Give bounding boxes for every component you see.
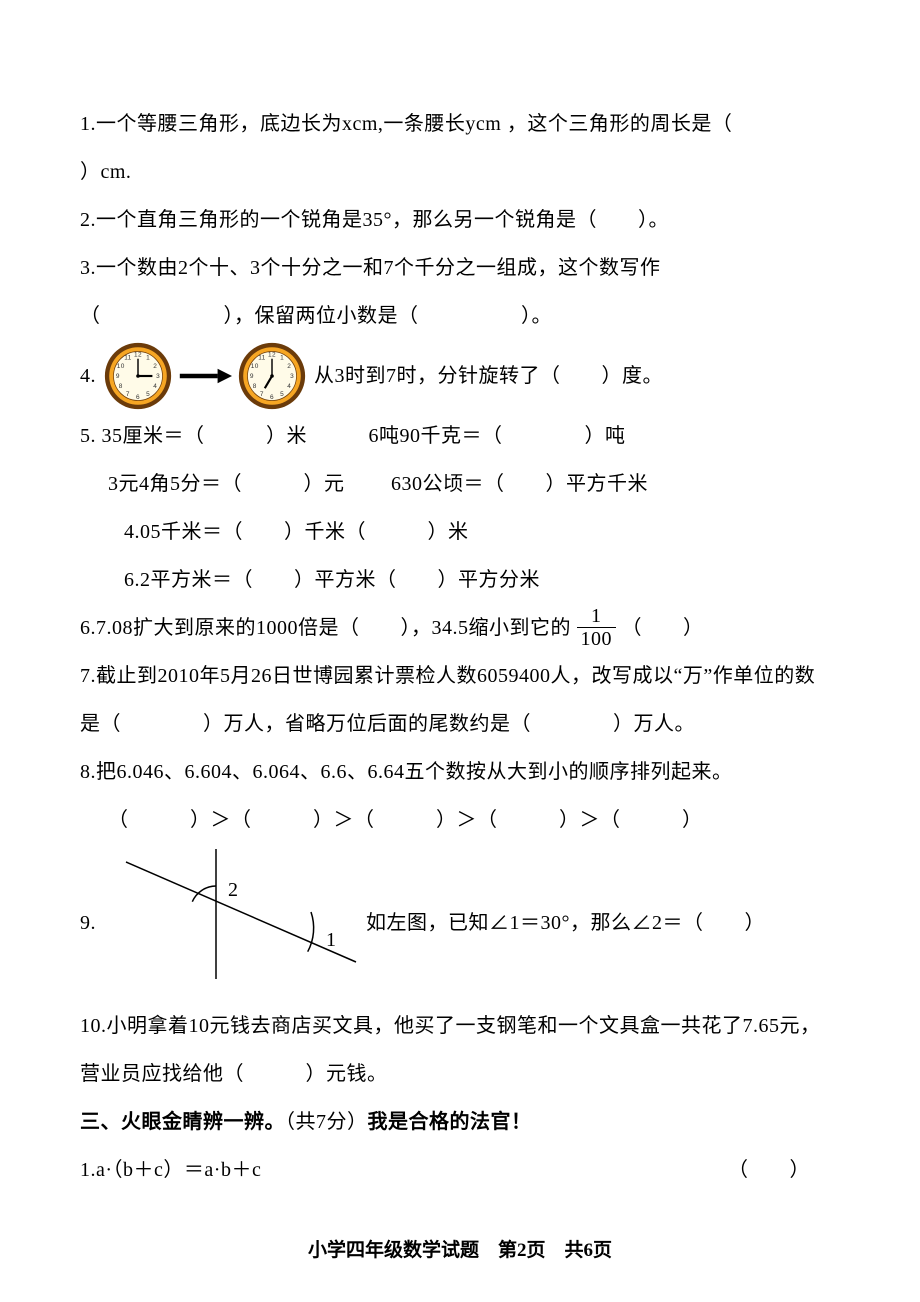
q5-t2: 3元4角5分＝（ ）元 630公顷＝（ ）平方千米 [108, 473, 648, 495]
q8-l2: （ ）＞（ ）＞（ ）＞（ ）＞（ ） [80, 796, 840, 844]
svg-text:3: 3 [156, 373, 160, 380]
svg-text:9: 9 [116, 373, 120, 380]
q5-l4: 6.2平方米＝（ ）平方米（ ）平方分米 [80, 556, 840, 604]
q5-l1: 5. 35厘米＝（ ）米 6吨90千克＝（ ）吨 [80, 412, 840, 460]
q3: 3.一个数由2个十、3个十分之一和7个千分之一组成，这个数写作 [80, 244, 840, 292]
svg-text:11: 11 [258, 354, 265, 361]
svg-text:1: 1 [146, 354, 150, 361]
fraction-icon: 1100 [577, 605, 617, 650]
q7-t2: 是（ ）万人，省略万位后面的尾数约是（ ）万人。 [80, 713, 695, 735]
svg-text:4: 4 [153, 383, 157, 390]
page-footer: 小学四年级数学试题 第2页 共6页 [0, 1235, 920, 1262]
q3-num: 3. [80, 257, 96, 279]
q9-num: 9. [80, 899, 96, 947]
footer-page: 第2页 共6页 [498, 1240, 612, 1261]
q3-text-a: 一个数由2个十、3个十分之一和7个千分之一组成，这个数写作 [96, 257, 661, 279]
sec3-b: 我是合格的法官！ [368, 1111, 532, 1133]
q5-t1: 35厘米＝（ ）米 6吨90千克＝（ ）吨 [96, 425, 626, 447]
q5-num: 5. [80, 425, 96, 447]
svg-text:5: 5 [146, 391, 150, 398]
q9-tail: 如左图，已知∠1＝30°，那么∠2＝（ ） [366, 899, 765, 947]
svg-text:10: 10 [251, 363, 259, 370]
svg-text:12: 12 [134, 352, 142, 359]
q6-pre: 7.08扩大到原来的1000倍是（ ），34.5缩小到它的 [96, 617, 577, 639]
q3-text-b: （ ），保留两位小数是（ ）。 [80, 305, 552, 327]
svg-text:8: 8 [253, 383, 257, 390]
tf1: 1.a·（b＋c）＝a·b＋c （ ） [80, 1146, 840, 1194]
sec3-a: 三、火眼金睛辨一辨。 [80, 1111, 285, 1133]
svg-text:9: 9 [250, 373, 254, 380]
q4: 4. 123 69 12 45 78 1011 [80, 340, 840, 412]
svg-text:7: 7 [126, 391, 130, 398]
q10-l2: 营业员应找给他（ ）元钱。 [80, 1050, 840, 1098]
svg-text:2: 2 [228, 879, 239, 901]
clock-7-icon: 12 3 6 9 12 45 78 10 11 [236, 340, 308, 412]
tf1-paren: （ ） [728, 1146, 810, 1194]
svg-text:12: 12 [268, 352, 276, 359]
q1: 1.一个等腰三角形，底边长为xcm,一条腰长ycm ，这个三角形的周长是（ [80, 100, 840, 148]
tf1-num: 1. [80, 1159, 96, 1181]
svg-text:10: 10 [117, 363, 125, 370]
svg-text:4: 4 [287, 383, 291, 390]
q10-t1: 小明拿着10元钱去商店买文具，他买了一支钢笔和一个文具盒一共花了7.65元， [107, 1015, 821, 1037]
svg-text:6: 6 [270, 394, 274, 401]
frac-top: 1 [577, 605, 617, 628]
q6: 6.7.08扩大到原来的1000倍是（ ），34.5缩小到它的 1100 （ ） [80, 604, 840, 652]
svg-text:5: 5 [280, 391, 284, 398]
q4-num: 4. [80, 352, 96, 400]
q1-text-b: ）cm. [80, 161, 131, 183]
frac-bot: 100 [577, 628, 617, 650]
q7-l1: 7.截止到2010年5月26日世博园累计票检人数6059400人，改写成以“万”… [80, 652, 840, 700]
q7-num: 7. [80, 665, 96, 687]
svg-text:1: 1 [280, 354, 284, 361]
q9: 9. 2 1 如左图，已知∠1＝30°，那么∠2＝（ ） [80, 844, 840, 1002]
q5-l3: 4.05千米＝（ ）千米（ ）米 [80, 508, 840, 556]
svg-text:1: 1 [326, 929, 337, 951]
clock-3-icon: 12 3 6 9 12 45 78 10 11 [102, 340, 174, 412]
q8-num: 8. [80, 761, 96, 783]
svg-text:8: 8 [119, 383, 123, 390]
q1-text-a: 一个等腰三角形，底边长为xcm,一条腰长ycm ，这个三角形的周长是（ [96, 113, 732, 135]
q6-post: （ ） [616, 617, 704, 639]
q5-t4: 6.2平方米＝（ ）平方米（ ）平方分米 [124, 569, 540, 591]
page: 1.一个等腰三角形，底边长为xcm,一条腰长ycm ，这个三角形的周长是（ ）c… [0, 0, 920, 1302]
section3-heading: 三、火眼金睛辨一辨。（共7分）我是合格的法官！ [80, 1098, 840, 1146]
clock-diagram: 123 69 12 45 78 1011 1 [102, 340, 308, 412]
q10-t2: 营业员应找给他（ ）元钱。 [80, 1063, 388, 1085]
q2-text: 一个直角三角形的一个锐角是35°，那么另一个锐角是（ ）。 [96, 209, 669, 231]
q7-l2: 是（ ）万人，省略万位后面的尾数约是（ ）万人。 [80, 700, 840, 748]
q2: 2.一个直角三角形的一个锐角是35°，那么另一个锐角是（ ）。 [80, 196, 840, 244]
q6-num: 6. [80, 617, 96, 639]
svg-text:7: 7 [260, 391, 264, 398]
svg-text:3: 3 [290, 373, 294, 380]
svg-text:2: 2 [287, 363, 291, 370]
sec3-pts: （共7分） [285, 1111, 368, 1133]
q1-num: 1. [80, 113, 96, 135]
q8-t1: 把6.046、6.604、6.064、6.6、6.64五个数按从大到小的顺序排列… [96, 761, 733, 783]
q1-cont: ）cm. [80, 148, 840, 196]
q10-l1: 10.小明拿着10元钱去商店买文具，他买了一支钢笔和一个文具盒一共花了7.65元… [80, 1002, 840, 1050]
q7-t1: 截止到2010年5月26日世博园累计票检人数6059400人，改写成以“万”作单… [96, 665, 815, 687]
angle-diagram-icon: 2 1 [96, 844, 366, 1002]
q2-num: 2. [80, 209, 96, 231]
svg-text:2: 2 [153, 363, 157, 370]
q5-t3: 4.05千米＝（ ）千米（ ）米 [124, 521, 469, 543]
q8-l1: 8.把6.046、6.604、6.064、6.6、6.64五个数按从大到小的顺序… [80, 748, 840, 796]
q5-l2: 3元4角5分＝（ ）元 630公顷＝（ ）平方千米 [80, 460, 840, 508]
q3-cont: （ ），保留两位小数是（ ）。 [80, 292, 840, 340]
arrow-right-icon [178, 366, 232, 386]
q8-t2: （ ）＞（ ）＞（ ）＞（ ）＞（ ） [108, 809, 703, 831]
q10-num: 10. [80, 1015, 107, 1037]
svg-text:11: 11 [124, 354, 131, 361]
svg-text:6: 6 [136, 394, 140, 401]
footer-title: 小学四年级数学试题 [308, 1240, 479, 1261]
q4-tail: 从3时到7时，分针旋转了（ ）度。 [314, 352, 663, 400]
tf1-text: a·（b＋c）＝a·b＋c [96, 1159, 261, 1181]
